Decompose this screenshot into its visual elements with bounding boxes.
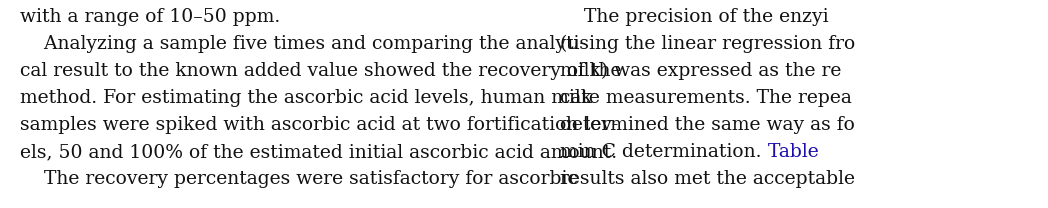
- Text: els, 50 and 100% of the estimated initial ascorbic acid amount.: els, 50 and 100% of the estimated initia…: [20, 143, 617, 161]
- Text: (using the linear regression fro: (using the linear regression fro: [560, 35, 855, 53]
- Text: Analyzing a sample five times and comparing the analyti-: Analyzing a sample five times and compar…: [20, 35, 586, 53]
- Text: cate measurements. The repea: cate measurements. The repea: [560, 89, 852, 107]
- Text: cal result to the known added value showed the recovery of the: cal result to the known added value show…: [20, 62, 621, 80]
- Text: samples were spiked with ascorbic acid at two fortification lev-: samples were spiked with ascorbic acid a…: [20, 116, 618, 134]
- Text: milk) was expressed as the re: milk) was expressed as the re: [560, 62, 842, 80]
- Text: The precision of the enzyi: The precision of the enzyi: [560, 8, 829, 26]
- Text: determined the same way as fo: determined the same way as fo: [560, 116, 855, 134]
- Text: with a range of 10–50 ppm.: with a range of 10–50 ppm.: [20, 8, 280, 26]
- Text: results also met the acceptable: results also met the acceptable: [560, 170, 855, 188]
- Text: min C determination.: min C determination.: [560, 143, 767, 161]
- Text: method. For estimating the ascorbic acid levels, human milk: method. For estimating the ascorbic acid…: [20, 89, 592, 107]
- Text: The recovery percentages were satisfactory for ascorbic: The recovery percentages were satisfacto…: [20, 170, 577, 188]
- Text: Table: Table: [767, 143, 824, 161]
